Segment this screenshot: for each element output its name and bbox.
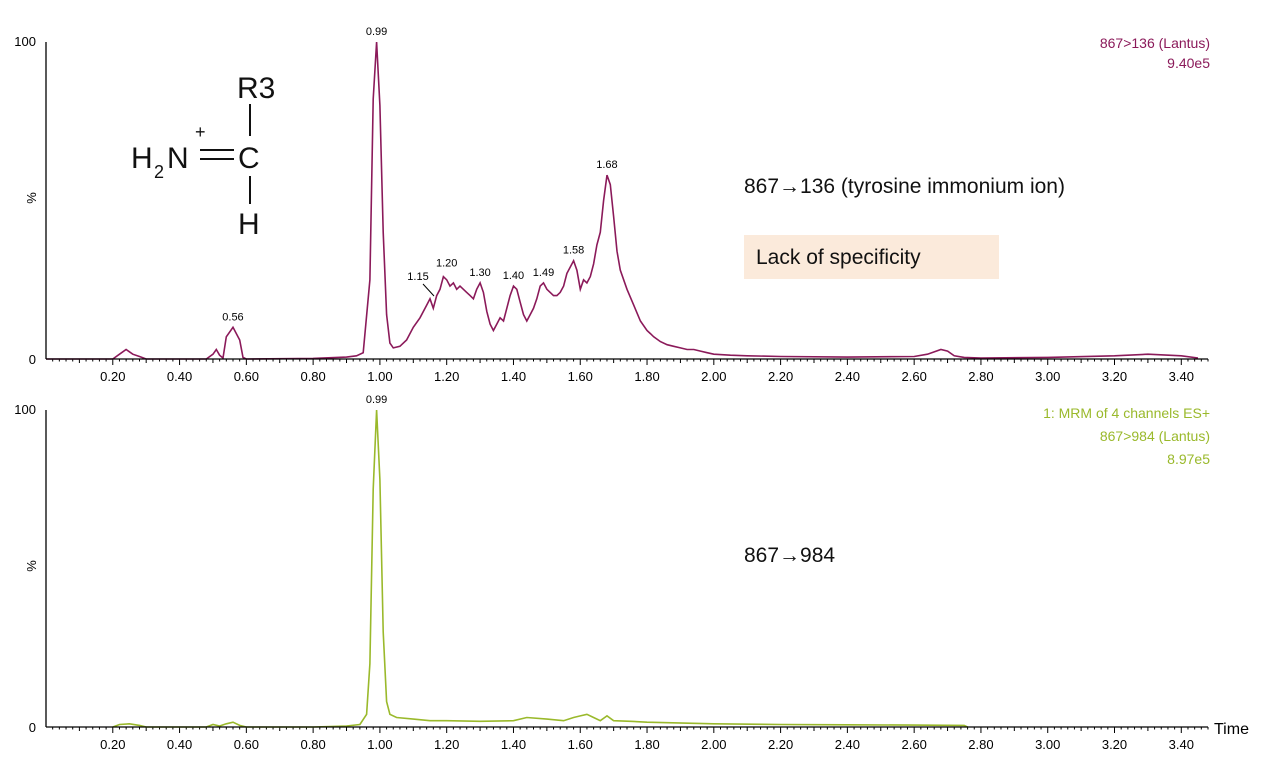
transition-annotation: 867→136 (tyrosine immonium ion) xyxy=(744,175,1065,198)
peak-label: 0.56 xyxy=(222,311,243,323)
x-tick-label: 0.40 xyxy=(167,369,192,384)
peak-label: 0.99 xyxy=(366,26,387,38)
x-tick-label: 2.00 xyxy=(701,737,726,752)
x-tick-label: 2.60 xyxy=(902,369,927,384)
channel-label: 867>136 (Lantus) xyxy=(1100,35,1210,51)
peak-labels: 0.99 0.56 1.15 1.20 1.30 1.40 1.49 1.58 1.68 xyxy=(222,26,617,323)
x-tick-label: 3.20 xyxy=(1102,369,1127,384)
y-axis-label: % xyxy=(24,560,39,572)
x-tick-label: 3.40 xyxy=(1169,369,1194,384)
y-tick-label-100: 100 xyxy=(14,34,36,49)
channel-label: 867>984 (Lantus) xyxy=(1100,428,1210,444)
peak-label: 0.99 xyxy=(366,394,387,406)
x-tick-label: 1.00 xyxy=(367,737,392,752)
x-tick-label: 1.20 xyxy=(434,737,459,752)
structure-h-bottom: H xyxy=(238,208,260,241)
x-tick-label: 3.00 xyxy=(1035,737,1060,752)
structure-c: C xyxy=(238,142,260,175)
peak-label: 1.40 xyxy=(503,270,524,282)
x-axis-ticks xyxy=(52,727,1209,733)
intensity-label: 9.40e5 xyxy=(1167,55,1210,71)
y-tick-label-0: 0 xyxy=(29,720,36,735)
x-tick-label: 1.20 xyxy=(434,369,459,384)
series-line-867-984 xyxy=(112,409,968,728)
x-tick-label: 2.20 xyxy=(768,369,793,384)
x-tick-label: 0.80 xyxy=(300,737,325,752)
x-axis-ticks xyxy=(52,359,1209,365)
structure-subscript-2: 2 xyxy=(154,162,164,182)
scan-description-label: 1: MRM of 4 channels ES+ xyxy=(1043,405,1210,421)
x-tick-label: 2.80 xyxy=(968,369,993,384)
y-tick-label-0: 0 xyxy=(29,352,36,367)
peak-label: 1.30 xyxy=(469,267,490,279)
peak-label: 1.15 xyxy=(407,271,428,283)
highlight-text: Lack of specificity xyxy=(756,246,921,269)
x-tick-label: 1.60 xyxy=(568,369,593,384)
x-tick-label: 0.80 xyxy=(300,369,325,384)
peak-label: 1.49 xyxy=(533,267,554,279)
peak-label: 1.58 xyxy=(563,245,584,257)
x-tick-label: 2.00 xyxy=(701,369,726,384)
series-line-867-136 xyxy=(46,41,1199,360)
peak-label: 1.68 xyxy=(596,159,617,171)
y-axis-label: % xyxy=(24,192,39,204)
x-tick-label: 2.80 xyxy=(968,737,993,752)
x-tick-label: 0.20 xyxy=(100,369,125,384)
peak-leader-line xyxy=(422,283,435,297)
x-tick-label: 0.60 xyxy=(234,737,259,752)
structure-h: H xyxy=(131,142,153,175)
x-tick-label: 1.60 xyxy=(568,737,593,752)
x-tick-label: 1.40 xyxy=(501,737,526,752)
structure-r3: R3 xyxy=(237,72,275,105)
structure-n: N xyxy=(167,142,189,175)
x-tick-label: 1.80 xyxy=(634,737,659,752)
x-tick-label: 1.80 xyxy=(634,369,659,384)
x-tick-label: 0.40 xyxy=(167,737,192,752)
peak-label: 1.20 xyxy=(436,258,457,270)
x-tick-label: 2.60 xyxy=(902,737,927,752)
highlight-box xyxy=(744,235,999,279)
x-tick-label: 2.40 xyxy=(835,737,860,752)
x-tick-label: 0.20 xyxy=(100,737,125,752)
x-tick-label: 3.20 xyxy=(1102,737,1127,752)
x-tick-label: 3.00 xyxy=(1035,369,1060,384)
x-tick-label: 2.20 xyxy=(768,737,793,752)
chromatogram-panel-top: 100 0 % 0.20 0.40 0.60 0.80 1.00 1.20 1.40 1.60… xyxy=(14,26,1210,384)
immonium-ion-structure: R3 H 2 N + C H xyxy=(131,72,275,241)
x-axis-label-time: Time xyxy=(1214,721,1249,738)
peak-labels: 0.99 xyxy=(366,394,387,406)
x-tick-label: 1.00 xyxy=(367,369,392,384)
x-tick-label: 1.40 xyxy=(501,369,526,384)
x-tick-label: 3.40 xyxy=(1169,737,1194,752)
x-tick-label: 0.60 xyxy=(234,369,259,384)
y-tick-label-100: 100 xyxy=(14,402,36,417)
x-tick-label: 2.40 xyxy=(835,369,860,384)
chromatogram-panel-bottom: 100 0 % 0.20 0.40 0.60 0.80 1.00 1.20 1.40 1.60… xyxy=(14,394,1249,752)
x-axis-tick-labels: 0.20 0.40 0.60 0.80 1.00 1.20 1.40 1.60 1.80 2.00… xyxy=(100,737,1194,752)
structure-plus: + xyxy=(195,122,206,142)
transition-annotation: 867→984 xyxy=(744,544,835,567)
x-axis-tick-labels: 0.20 0.40 0.60 0.80 1.00 1.20 1.40 1.60 1.80 2.00… xyxy=(100,369,1194,384)
intensity-label: 8.97e5 xyxy=(1167,451,1210,467)
